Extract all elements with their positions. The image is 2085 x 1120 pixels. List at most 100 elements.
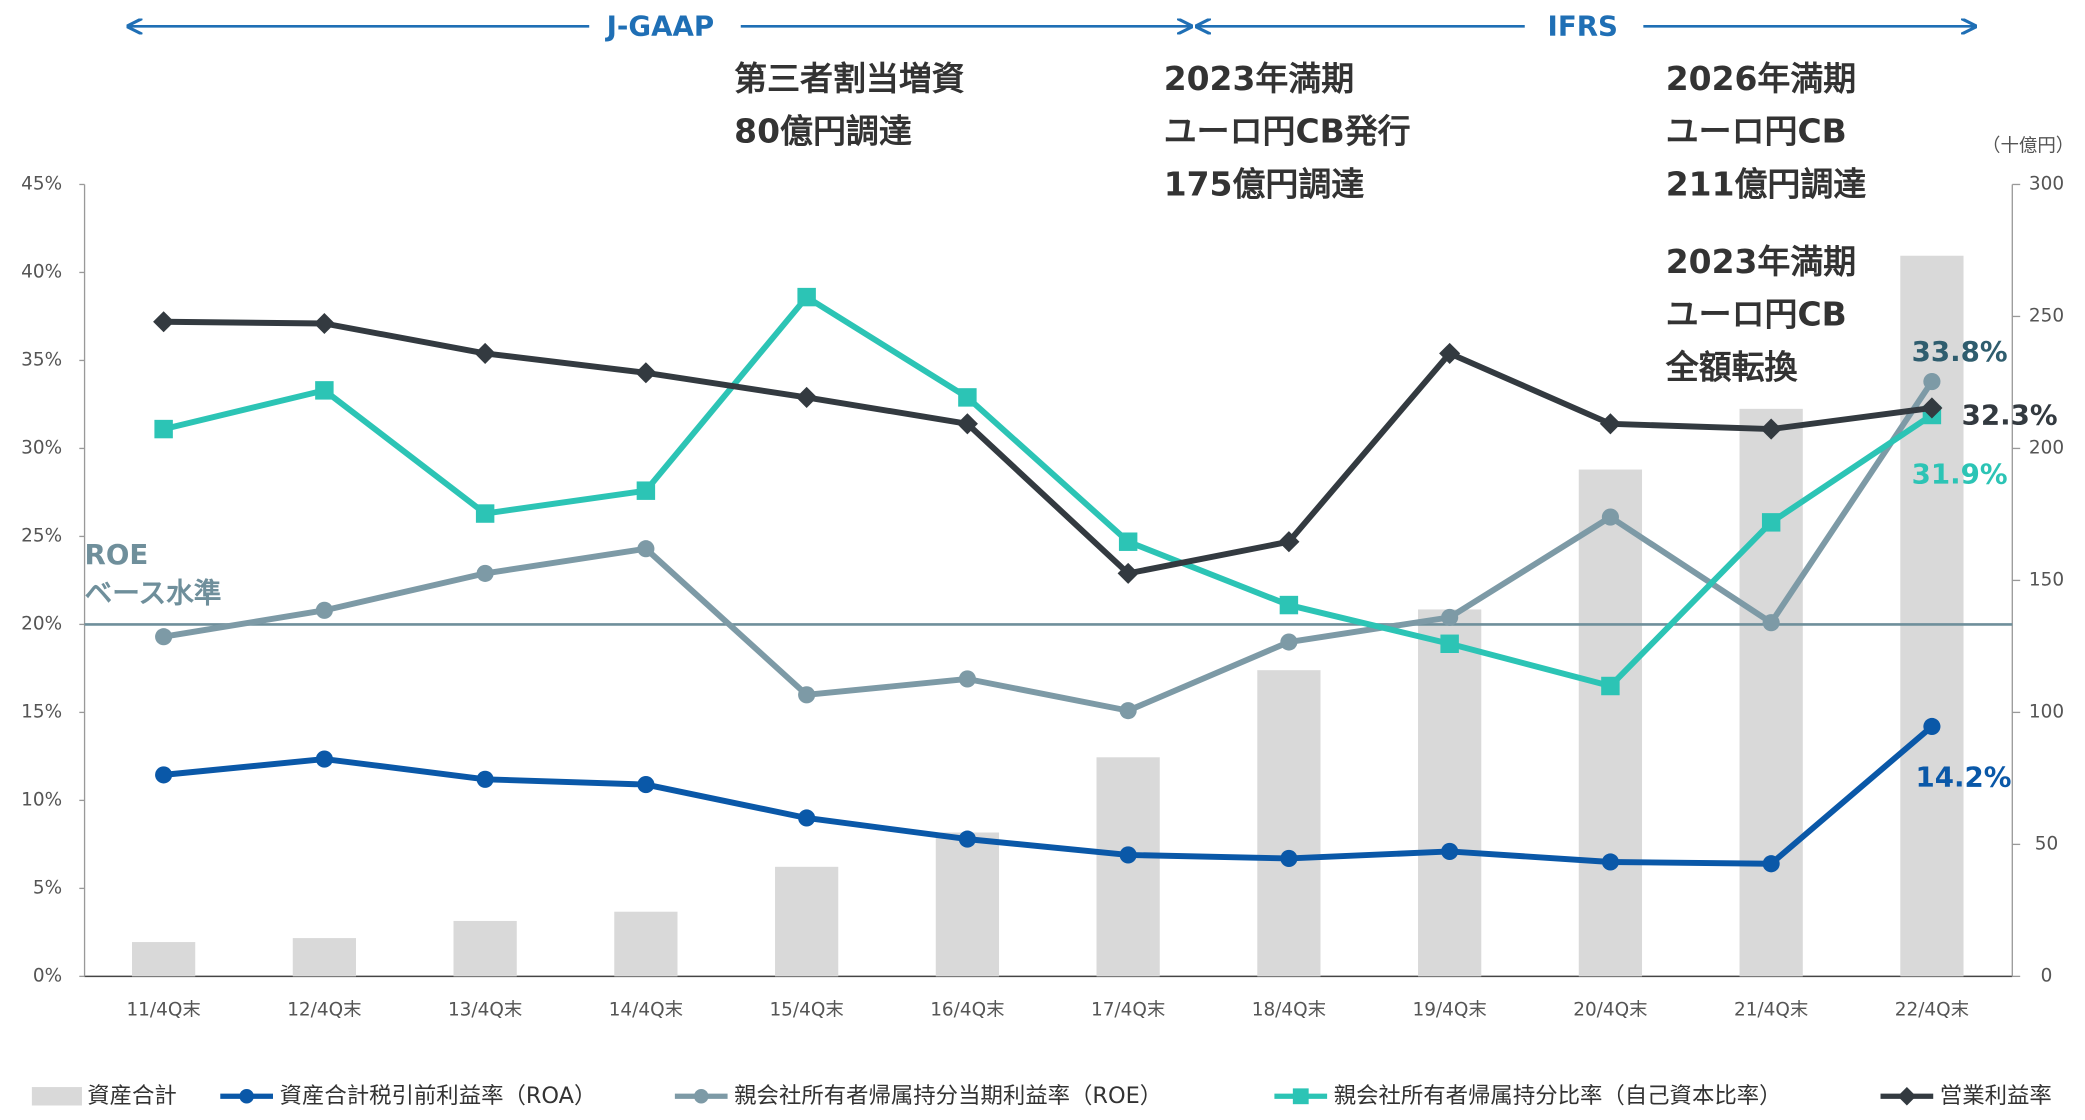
annotation: 2023年満期 — [1666, 242, 1856, 281]
marker — [1601, 508, 1619, 526]
data-label: 14.2% — [1916, 761, 2012, 794]
data-label: 33.8% — [1912, 335, 2008, 368]
annotation: ユーロ円CB発行 — [1164, 112, 1411, 151]
marker — [798, 686, 816, 704]
marker — [1760, 418, 1782, 440]
data-label: 31.9% — [1912, 458, 2008, 491]
x-tick-label: 12/4Q末 — [287, 1000, 361, 1021]
annotation: 2023年満期 — [1164, 59, 1354, 98]
marker — [798, 809, 816, 827]
y2-tick-label: 150 — [2029, 569, 2064, 590]
annotation: ユーロ円CB — [1666, 295, 1847, 334]
legend-marker — [1292, 1088, 1309, 1105]
marker — [474, 342, 496, 364]
marker — [1923, 373, 1941, 391]
y2-unit: （十億円） — [1982, 135, 2074, 156]
y2-tick-label: 100 — [2029, 701, 2064, 722]
x-tick-label: 16/4Q末 — [930, 1000, 1004, 1021]
marker — [1279, 595, 1299, 615]
x-tick-label: 15/4Q末 — [769, 1000, 843, 1021]
x-tick-label: 18/4Q末 — [1252, 1000, 1326, 1021]
marker — [315, 601, 333, 619]
marker — [1119, 846, 1137, 864]
bar — [1096, 757, 1160, 977]
bar — [453, 920, 517, 977]
legend-swatch — [31, 1087, 82, 1106]
annotation: ユーロ円CB — [1666, 112, 1847, 151]
marker — [1923, 717, 1941, 736]
x-tick-label: 21/4Q末 — [1734, 1000, 1808, 1021]
marker — [958, 388, 977, 407]
marker — [1601, 676, 1620, 696]
marker — [1439, 342, 1461, 364]
marker — [1119, 702, 1137, 720]
bar — [132, 942, 196, 977]
marker — [958, 670, 976, 688]
y-tick-label: 0% — [33, 965, 62, 986]
marker — [475, 504, 495, 523]
marker — [637, 775, 655, 794]
marker — [1921, 397, 1943, 419]
bar — [1418, 609, 1482, 977]
period-label: J-GAAP — [605, 10, 715, 43]
marker — [1280, 849, 1298, 868]
marker — [1278, 531, 1300, 553]
marker — [797, 287, 816, 307]
reference-label: ベース水準 — [85, 576, 222, 609]
annotation: 175億円調達 — [1164, 164, 1365, 203]
legend-label: 営業利益率 — [1940, 1083, 2052, 1109]
legend-marker — [239, 1089, 254, 1104]
marker — [155, 628, 173, 646]
marker — [1118, 532, 1138, 551]
marker — [155, 766, 173, 784]
bar — [935, 832, 1000, 977]
annotation: 80億円調達 — [734, 112, 912, 151]
legend-label: 資産合計税引前利益率（ROA） — [280, 1083, 597, 1109]
legend-label: 資産合計 — [87, 1083, 177, 1109]
marker — [636, 481, 656, 500]
legend-label: 親会社所有者帰属持分比率（自己資本比率） — [1334, 1083, 1782, 1109]
y2-tick-label: 50 — [2035, 833, 2058, 854]
x-tick-label: 11/4Q末 — [126, 1000, 200, 1021]
y2-tick-label: 0 — [2041, 965, 2053, 986]
x-tick-label: 20/4Q末 — [1573, 1000, 1647, 1021]
y-tick-label: 15% — [21, 701, 62, 722]
y-tick-label: 25% — [21, 525, 62, 546]
legend-marker — [1897, 1087, 1917, 1106]
y-tick-label: 40% — [21, 261, 62, 282]
y-tick-label: 30% — [21, 437, 62, 458]
y-tick-label: 5% — [33, 877, 62, 898]
annotation: 第三者割当増資 — [734, 59, 965, 98]
y-tick-label: 20% — [21, 613, 62, 634]
y-tick-label: 10% — [21, 789, 62, 810]
bar — [614, 911, 678, 977]
annotation: 211億円調達 — [1666, 164, 1867, 203]
marker — [476, 564, 494, 582]
x-tick-label: 22/4Q末 — [1895, 1000, 1969, 1021]
bar — [1257, 670, 1321, 977]
annotation: 全額転換 — [1665, 347, 1799, 386]
bar — [1739, 408, 1803, 977]
y-tick-label: 35% — [21, 349, 62, 370]
legend-marker — [693, 1089, 709, 1104]
marker — [1441, 608, 1459, 626]
x-tick-label: 19/4Q末 — [1412, 1000, 1486, 1021]
marker — [956, 413, 978, 435]
marker — [313, 312, 335, 335]
marker — [154, 419, 173, 439]
x-tick-label: 17/4Q末 — [1091, 1000, 1165, 1021]
legend-label: 親会社所有者帰属持分当期利益率（ROE） — [734, 1083, 1162, 1109]
line — [163, 379, 1935, 714]
y2-tick-label: 300 — [2029, 173, 2064, 194]
bar — [1578, 469, 1643, 977]
marker — [1601, 853, 1619, 871]
marker — [958, 830, 976, 848]
bar — [292, 938, 357, 977]
marker — [1440, 634, 1459, 653]
marker — [637, 540, 655, 558]
reference-label: ROE — [85, 538, 149, 571]
marker — [153, 311, 175, 333]
x-tick-label: 13/4Q末 — [448, 1000, 522, 1021]
